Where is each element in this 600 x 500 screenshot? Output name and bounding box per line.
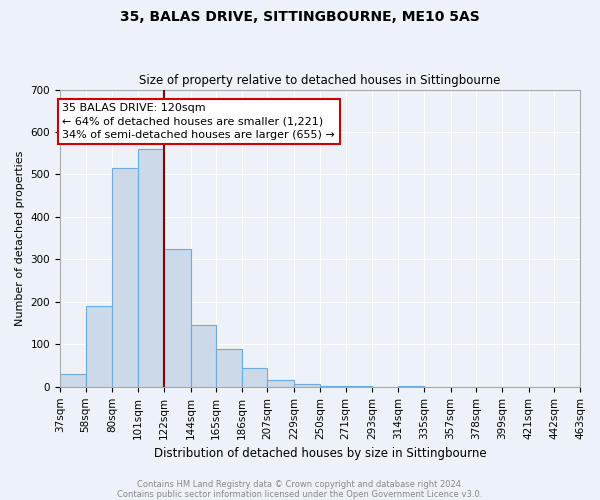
Bar bbox=[216, 348, 242, 387]
Bar bbox=[112, 168, 138, 387]
Text: 35 BALAS DRIVE: 120sqm
← 64% of detached houses are smaller (1,221)
34% of semi-: 35 BALAS DRIVE: 120sqm ← 64% of detached… bbox=[62, 103, 335, 140]
Bar bbox=[320, 386, 346, 387]
Text: Contains HM Land Registry data © Crown copyright and database right 2024.
Contai: Contains HM Land Registry data © Crown c… bbox=[118, 480, 482, 499]
Bar bbox=[242, 368, 268, 387]
Bar bbox=[164, 249, 191, 387]
X-axis label: Distribution of detached houses by size in Sittingbourne: Distribution of detached houses by size … bbox=[154, 447, 486, 460]
Text: 35, BALAS DRIVE, SITTINGBOURNE, ME10 5AS: 35, BALAS DRIVE, SITTINGBOURNE, ME10 5AS bbox=[120, 10, 480, 24]
Bar bbox=[191, 325, 216, 387]
Bar bbox=[268, 380, 295, 387]
Bar bbox=[295, 384, 320, 387]
Title: Size of property relative to detached houses in Sittingbourne: Size of property relative to detached ho… bbox=[139, 74, 500, 87]
Y-axis label: Number of detached properties: Number of detached properties bbox=[15, 150, 25, 326]
Bar bbox=[60, 374, 86, 387]
Bar bbox=[138, 149, 164, 387]
Bar bbox=[86, 306, 112, 387]
